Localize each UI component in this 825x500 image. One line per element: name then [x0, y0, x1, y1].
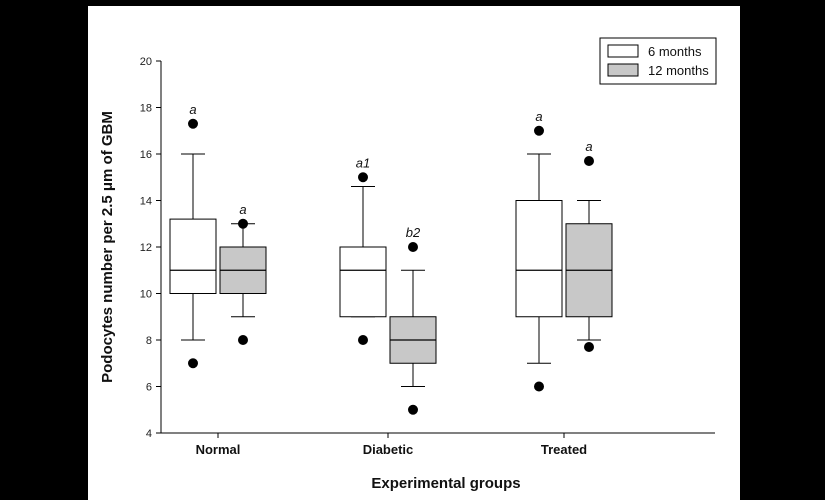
legend-swatch	[607, 44, 639, 58]
outlier-point	[408, 242, 418, 252]
y-tick-label: 8	[146, 335, 152, 347]
y-tick-label: 6	[146, 382, 152, 394]
outlier-point	[358, 172, 368, 183]
y-tick-label: 14	[140, 196, 152, 208]
y-tick-label: 4	[146, 428, 152, 440]
legend-swatch	[607, 63, 639, 77]
category-label: Diabetic	[363, 442, 414, 457]
outlier-point	[584, 155, 594, 166]
outlier-point	[534, 125, 544, 136]
significance-annotation: a	[535, 109, 542, 124]
y-tick-label: 10	[140, 289, 152, 301]
outlier-point	[188, 118, 198, 129]
outlier-point	[408, 404, 418, 415]
significance-annotation: a1	[356, 155, 370, 170]
box-6-months	[339, 246, 387, 318]
outlier-point	[358, 335, 368, 345]
outlier-point	[584, 341, 594, 352]
significance-annotation: a	[189, 102, 196, 117]
y-tick-label: 18	[140, 103, 152, 115]
category-label: Treated	[541, 442, 587, 457]
significance-annotation: a	[585, 139, 592, 154]
figure-panel: 4 6 8 10 12 14 16 18 20 Normal Diabetic Treated Expe…	[88, 6, 740, 500]
significance-annotation: a	[239, 202, 246, 217]
outlier-point	[188, 358, 198, 369]
outlier-point	[238, 218, 248, 229]
outlier-point	[534, 381, 544, 392]
y-tick-label: 20	[140, 56, 152, 68]
x-axis-title: Experimental groups	[371, 475, 520, 492]
significance-annotation: b2	[406, 225, 421, 240]
box-6-months	[515, 200, 563, 318]
outlier-point	[238, 335, 248, 345]
y-tick-label: 16	[140, 149, 152, 161]
category-label: Normal	[196, 442, 241, 457]
y-tick-label: 12	[140, 242, 152, 254]
legend-label: 12 months	[648, 63, 709, 78]
legend-label: 6 months	[648, 44, 702, 59]
box-6-months	[169, 218, 217, 295]
y-axis-title: Podocytes number per 2.5 μm of GBM	[99, 111, 116, 383]
box-plot-chart: 4 6 8 10 12 14 16 18 20 Normal Diabetic Treated Expe…	[99, 37, 717, 492]
